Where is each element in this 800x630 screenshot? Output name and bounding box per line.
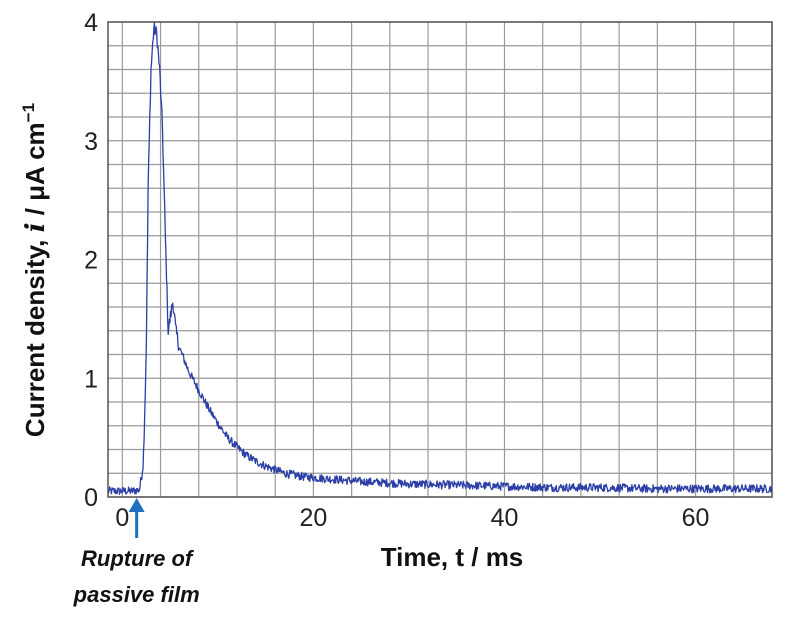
y-axis-label-variable: i — [21, 223, 51, 233]
y-tick-label: 0 — [84, 484, 98, 512]
x-axis-ticks: 0 20 40 60 — [115, 504, 709, 532]
rupture-arrow-head — [128, 498, 145, 512]
x-tick-label: 0 — [115, 504, 129, 532]
series-layer — [107, 22, 773, 495]
y-axis-label-main: Current density, — [20, 232, 50, 437]
y-axis-label-units: / μA cm — [20, 122, 50, 222]
y-tick-label: 4 — [84, 9, 98, 37]
y-tick-label: 2 — [84, 247, 98, 275]
y-tick-label: 1 — [84, 365, 98, 393]
y-axis-label-superscript: −1 — [19, 103, 38, 122]
x-tick-label: 20 — [300, 504, 328, 532]
rupture-annotation-line-1: Rupture of — [81, 546, 195, 571]
y-tick-label: 3 — [84, 128, 98, 156]
y-axis-ticks: 0 1 2 3 4 — [84, 9, 98, 512]
plot-frame — [107, 21, 773, 498]
x-tick-label: 60 — [682, 504, 710, 532]
rupture-annotation: Rupture of passive film — [73, 498, 200, 607]
y-axis-label: Current density, i / μA cm−1 — [19, 103, 51, 437]
series-line — [107, 22, 773, 495]
grid — [108, 21, 773, 498]
x-tick-label: 40 — [491, 504, 519, 532]
rupture-annotation-line-2: passive film — [73, 582, 200, 607]
x-axis-label: Time, t / ms — [381, 542, 524, 572]
